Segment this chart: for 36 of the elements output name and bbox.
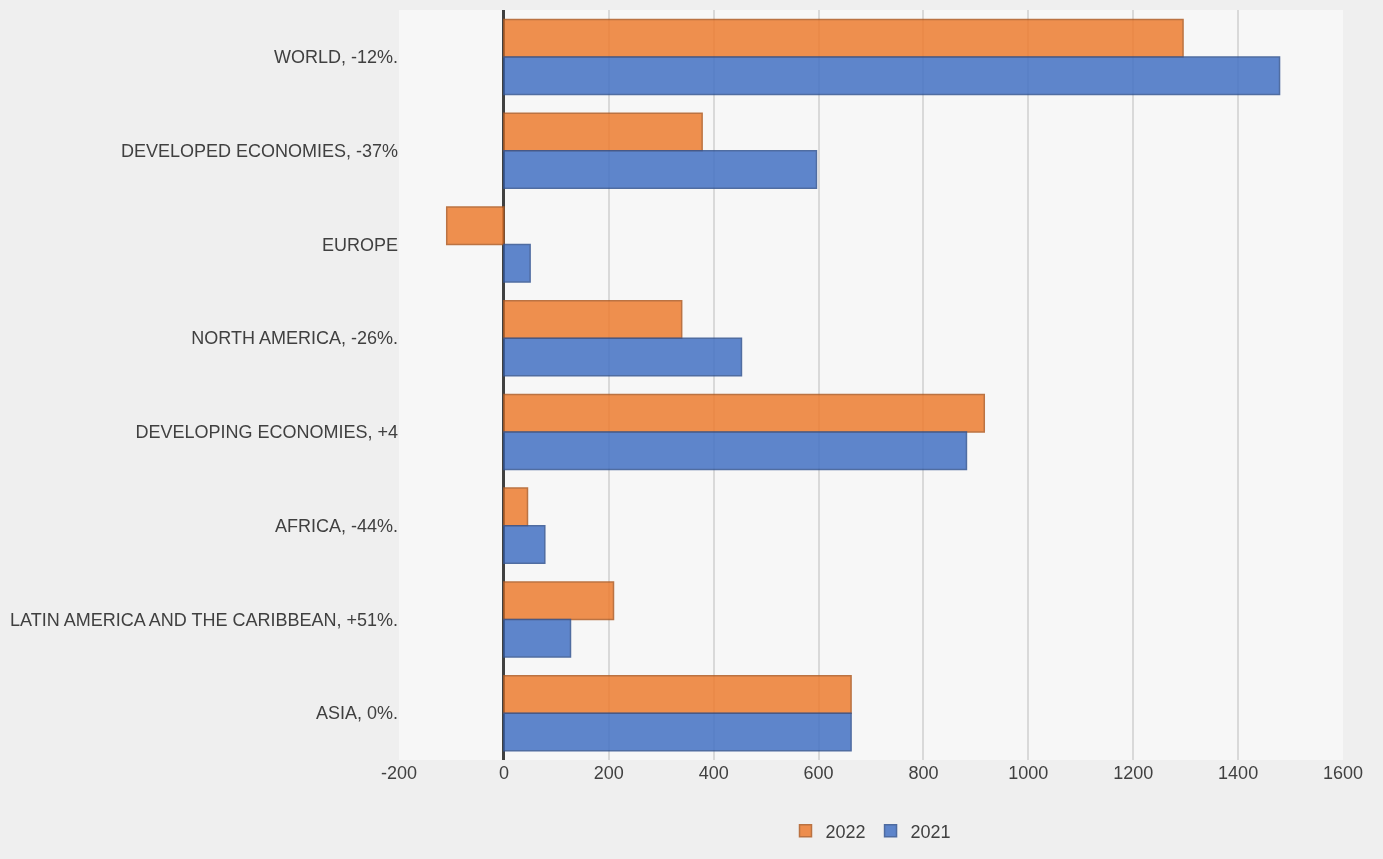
x-tick-label: 1600: [1322, 763, 1364, 783]
x-tick-label: -200: [380, 763, 418, 783]
bar: [445, 206, 505, 246]
bar: [503, 112, 703, 152]
y-tick-label: AFRICA, -44%.: [274, 515, 398, 536]
bar: [503, 337, 743, 377]
x-tick-label: 800: [908, 763, 939, 783]
bar: [503, 487, 529, 527]
bar: [503, 18, 1184, 58]
x-tick-label: 1000: [1008, 763, 1049, 783]
bar: [503, 56, 1281, 96]
y-tick-label: DEVELOPED ECONOMIES, -37%: [120, 140, 398, 161]
x-tick-label: 400: [698, 763, 729, 783]
legend-label: 2021: [910, 821, 951, 842]
y-tick-label: ASIA, 0%.: [315, 703, 398, 724]
y-tick-label: DEVELOPING ECONOMIES, +4: [135, 422, 398, 443]
bar: [503, 431, 968, 471]
bar: [503, 581, 615, 621]
bar: [503, 674, 852, 714]
y-tick-label: WORLD, -12%.: [273, 47, 398, 68]
x-tick-label: 200: [593, 763, 624, 783]
x-tick-label: 600: [803, 763, 834, 783]
bar: [503, 393, 986, 433]
bar: [503, 618, 572, 658]
bar: [503, 149, 818, 189]
bar: [503, 524, 546, 564]
y-tick-label: LATIN AMERICA AND THE CARIBBEAN, +51%.: [10, 609, 398, 630]
bar: [503, 299, 683, 339]
x-tick-label: 0: [498, 763, 509, 783]
y-tick-label: EUROPE: [321, 234, 398, 255]
y-tick-label: NORTH AMERICA, -26%.: [191, 328, 398, 349]
legend-label: 2022: [825, 821, 866, 842]
bar: [503, 243, 531, 283]
x-tick-label: 1200: [1113, 763, 1154, 783]
x-tick-label: 1400: [1218, 763, 1259, 783]
bar: [503, 712, 852, 752]
